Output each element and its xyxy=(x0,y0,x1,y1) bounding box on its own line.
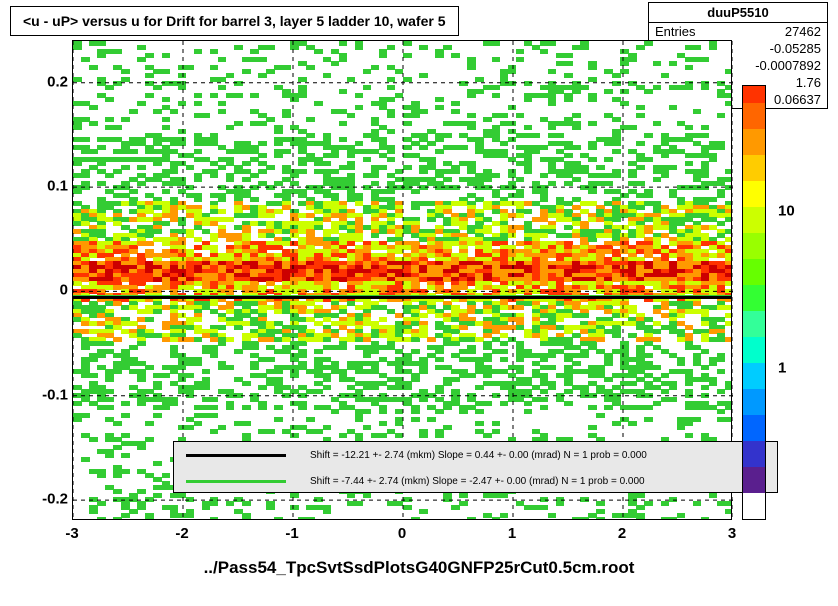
colorbar xyxy=(742,85,766,520)
colorbar-segment xyxy=(743,441,765,467)
colorbar-tick: 10 xyxy=(778,203,795,220)
plot-title: <u - uP> versus u for Drift for barrel 3… xyxy=(10,6,459,36)
legend-line-green xyxy=(186,480,286,483)
stats-value: -0.05285 xyxy=(770,41,821,56)
x-tick: 2 xyxy=(618,525,626,542)
colorbar-segment xyxy=(743,233,765,259)
colorbar-segment xyxy=(743,259,765,285)
legend-box: Shift = -12.21 +- 2.74 (mkm) Slope = 0.4… xyxy=(173,441,778,493)
colorbar-tick: 1 xyxy=(778,359,786,376)
x-tick: 3 xyxy=(728,525,736,542)
y-tick: 0 xyxy=(18,282,68,299)
stats-entries: Entries 27462 xyxy=(649,23,827,40)
colorbar-segment xyxy=(743,311,765,337)
legend-text: Shift = -7.44 +- 2.74 (mkm) Slope = -2.4… xyxy=(310,476,645,487)
stats-value: 27462 xyxy=(785,24,821,39)
y-tick: -0.2 xyxy=(18,491,68,508)
x-tick: 0 xyxy=(398,525,406,542)
colorbar-segment xyxy=(743,207,765,233)
y-tick: 0.1 xyxy=(18,178,68,195)
x-tick: 1 xyxy=(508,525,516,542)
x-tick: -2 xyxy=(175,525,188,542)
colorbar-segment xyxy=(743,389,765,415)
colorbar-segment xyxy=(743,337,765,363)
colorbar-segment xyxy=(743,181,765,207)
colorbar-segment xyxy=(743,155,765,181)
plot-area: Shift = -12.21 +- 2.74 (mkm) Slope = 0.4… xyxy=(72,40,732,520)
x-tick: -3 xyxy=(65,525,78,542)
colorbar-segment xyxy=(743,285,765,311)
colorbar-segment xyxy=(743,86,765,103)
stats-label: Entries xyxy=(655,24,695,39)
legend-row-1: Shift = -12.21 +- 2.74 (mkm) Slope = 0.4… xyxy=(174,442,777,468)
colorbar-segment xyxy=(743,129,765,155)
x-tick: -1 xyxy=(285,525,298,542)
legend-row-2: Shift = -7.44 +- 2.74 (mkm) Slope = -2.4… xyxy=(174,468,777,494)
stats-value: 1.76 xyxy=(796,75,821,90)
x-axis-label: ../Pass54_TpcSvtSsdPlotsG40GNFP25rCut0.5… xyxy=(0,558,838,578)
colorbar-segment xyxy=(743,103,765,129)
stats-name: duuP5510 xyxy=(649,3,827,23)
colorbar-segment xyxy=(743,415,765,441)
legend-line-black xyxy=(186,454,286,457)
colorbar-segment xyxy=(743,363,765,389)
y-tick: -0.1 xyxy=(18,386,68,403)
y-tick: 0.2 xyxy=(18,73,68,90)
stats-value: -0.0007892 xyxy=(755,58,821,73)
colorbar-segment xyxy=(743,467,765,493)
colorbar-segment xyxy=(743,493,765,519)
legend-text: Shift = -12.21 +- 2.74 (mkm) Slope = 0.4… xyxy=(310,450,647,461)
stats-value: 0.06637 xyxy=(774,92,821,107)
